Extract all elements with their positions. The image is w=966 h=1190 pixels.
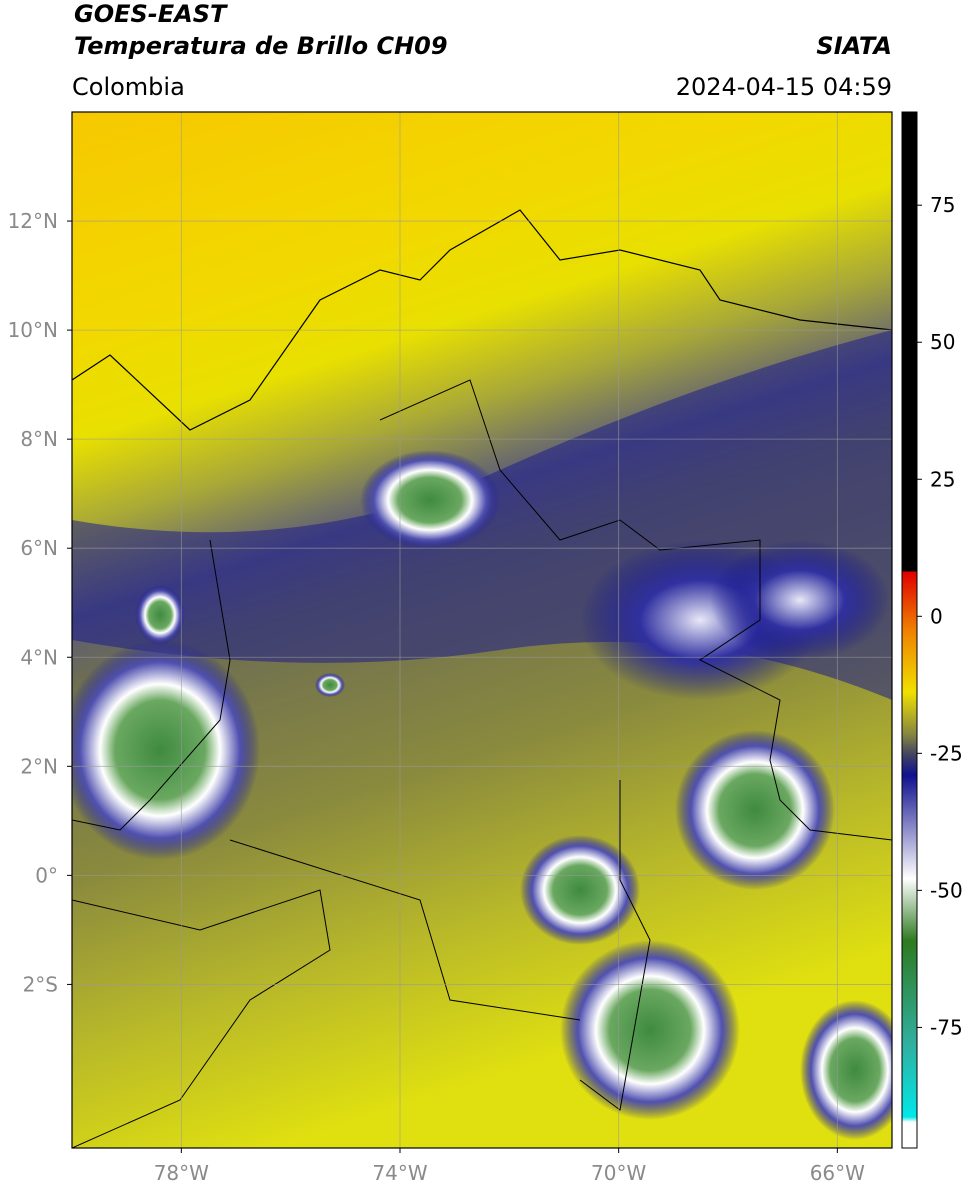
x-tick-label: 66°W: [810, 1161, 865, 1185]
colorbar-tick-label: 50: [930, 330, 955, 354]
subtitle: Temperatura de Brillo CH09: [74, 32, 448, 60]
y-tick-label: 2°N: [20, 754, 58, 778]
colorbar: [901, 111, 918, 1149]
timestamp: 2024-04-15 04:59: [676, 73, 892, 101]
colorbar-tick-label: 75: [930, 193, 955, 217]
colorbar-tick-label: -75: [930, 1015, 963, 1039]
x-tick-label: 78°W: [154, 1161, 209, 1185]
map-frame: [71, 111, 893, 1149]
y-tick-label: 6°N: [20, 536, 58, 560]
source: SIATA: [816, 32, 892, 60]
colorbar-tick-label: -50: [930, 878, 963, 902]
colorbar-tick-label: -25: [930, 741, 963, 765]
y-tick-label: 0°: [35, 863, 58, 887]
y-tick-label: 2°S: [23, 972, 58, 996]
title: GOES-EAST: [74, 0, 228, 28]
region: Colombia: [72, 73, 185, 101]
satellite-image: [72, 112, 892, 1148]
x-tick-label: 70°W: [591, 1161, 646, 1185]
y-tick-label: 10°N: [8, 318, 58, 342]
y-tick-label: 8°N: [20, 427, 58, 451]
colorbar-tick-label: 0: [930, 604, 943, 628]
x-tick-label: 74°W: [372, 1161, 427, 1185]
y-tick-label: 12°N: [8, 209, 58, 233]
y-tick-label: 4°N: [20, 645, 58, 669]
colorbar-tick-label: 25: [930, 467, 955, 491]
